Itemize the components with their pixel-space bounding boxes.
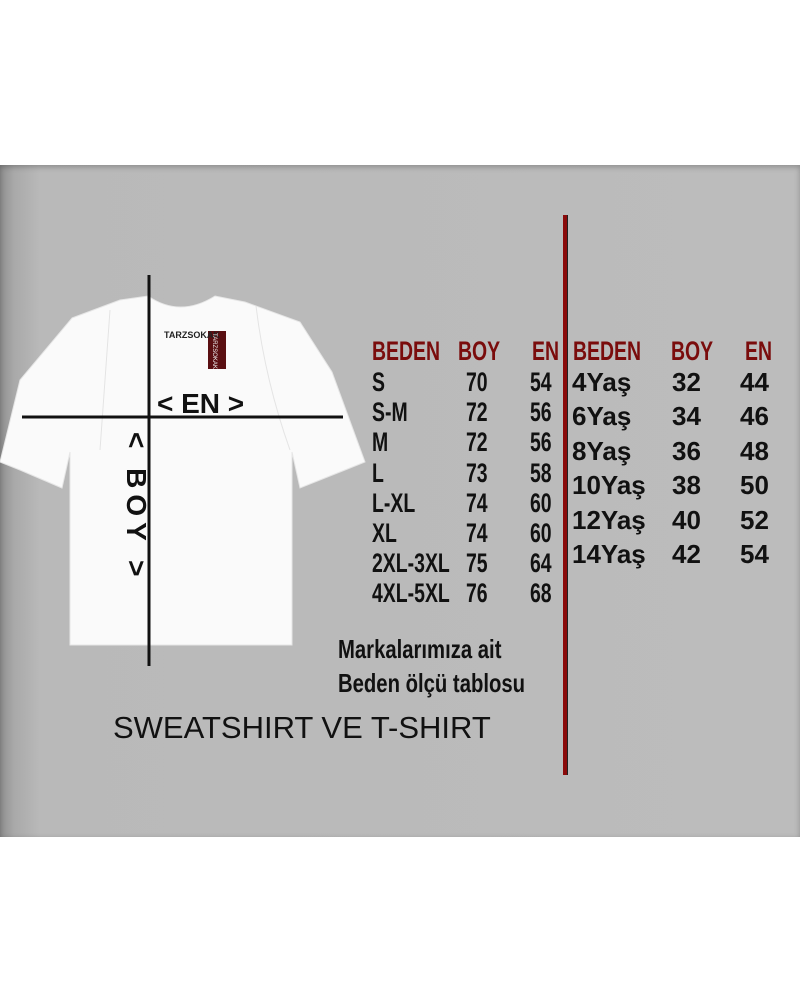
kids-length-cell: 40 xyxy=(672,504,701,535)
kids-width-cell: 50 xyxy=(740,470,769,501)
kids-width-cell: 48 xyxy=(740,435,769,466)
kids-size-cell: 4Yaş xyxy=(572,367,632,397)
adult-size-cell: S xyxy=(372,367,385,397)
kids-header-length: BOY xyxy=(671,336,714,366)
shirt-brand-label: TARZSOKAK xyxy=(164,330,220,340)
adult-width-cell: 68 xyxy=(530,578,552,609)
adult-size-cell: M xyxy=(372,427,389,458)
width-label: < EN > xyxy=(157,388,245,419)
kids-size-cell: 12Yaş xyxy=(572,504,646,535)
kids-length-cell: 42 xyxy=(672,539,701,569)
kids-header-width: EN xyxy=(745,336,773,366)
adult-header-length: BOY xyxy=(458,336,501,366)
product-caption: SWEATSHIRT VE T-SHIRT xyxy=(113,710,491,745)
kids-size-cell: 6Yaş xyxy=(572,401,632,432)
adult-width-cell: 54 xyxy=(530,367,552,397)
adult-width-cell: 56 xyxy=(530,427,552,458)
table-divider xyxy=(563,215,567,775)
adult-width-cell: 58 xyxy=(530,457,552,488)
kids-width-cell: 52 xyxy=(740,504,769,535)
adult-length-cell: 72 xyxy=(466,397,488,428)
adult-length-cell: 73 xyxy=(466,457,488,488)
adult-width-cell: 64 xyxy=(530,548,552,579)
note-line-1: Markalarımıza ait xyxy=(338,634,502,664)
kids-size-cell: 14Yaş xyxy=(572,539,646,569)
kids-width-cell: 44 xyxy=(740,367,769,397)
adult-length-cell: 75 xyxy=(466,548,488,579)
adult-width-cell: 60 xyxy=(530,518,552,548)
kids-length-cell: 38 xyxy=(672,470,701,501)
hang-tag-label: TARZSOKAK xyxy=(211,333,217,369)
adult-width-cell: 56 xyxy=(530,397,552,428)
adult-header-size: BEDEN xyxy=(372,336,441,366)
kids-length-cell: 32 xyxy=(672,367,701,397)
hang-tag xyxy=(208,331,226,369)
adult-length-cell: 72 xyxy=(466,427,488,458)
adult-header-width: EN xyxy=(532,336,560,366)
adult-width-cell: 60 xyxy=(530,487,552,518)
note-line-2: Beden ölçü tablosu xyxy=(338,668,526,698)
kids-width-cell: 54 xyxy=(740,539,769,569)
adult-size-cell: XL xyxy=(372,518,397,548)
adult-length-cell: 74 xyxy=(466,487,488,518)
kids-length-cell: 34 xyxy=(672,401,701,432)
kids-length-cell: 36 xyxy=(672,435,701,466)
adult-length-cell: 74 xyxy=(466,518,488,548)
adult-length-cell: 76 xyxy=(466,578,488,609)
length-label: < BOY > xyxy=(121,432,152,583)
kids-size-cell: 8Yaş xyxy=(572,435,632,466)
kids-size-cell: 10Yaş xyxy=(572,470,646,501)
adult-size-cell: L-XL xyxy=(372,487,416,518)
adult-size-cell: 4XL-5XL xyxy=(372,578,450,609)
tshirt-shape xyxy=(0,295,366,646)
adult-size-cell: S-M xyxy=(372,397,408,428)
adult-length-cell: 70 xyxy=(466,367,488,397)
adult-size-cell: 2XL-3XL xyxy=(372,548,450,579)
kids-header-size: BEDEN xyxy=(573,336,642,366)
adult-size-cell: L xyxy=(372,457,384,488)
kids-width-cell: 46 xyxy=(740,401,769,432)
